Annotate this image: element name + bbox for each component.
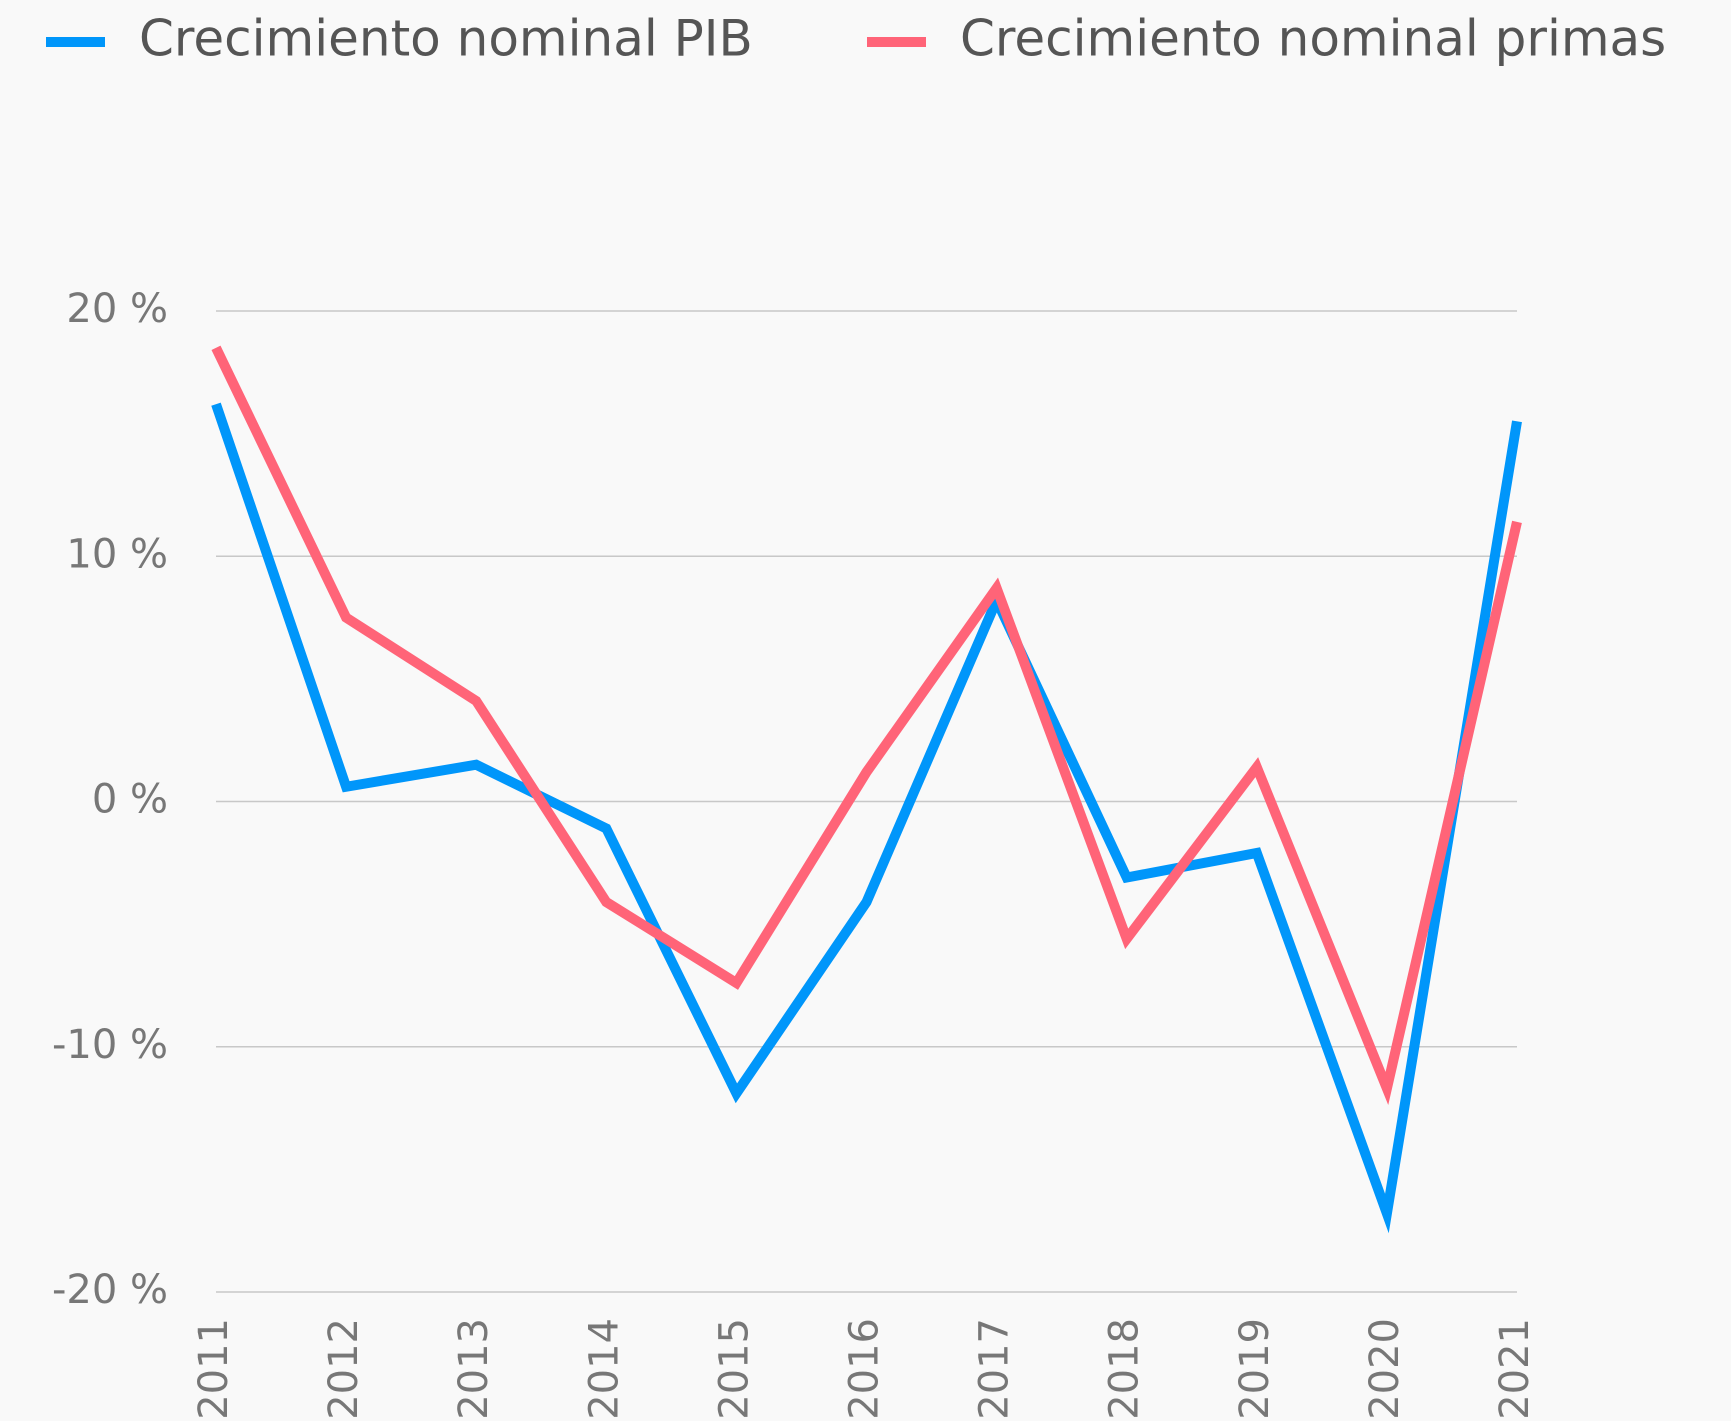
x-tick-label: 2014 <box>581 1318 627 1420</box>
x-tick-label: 2017 <box>972 1318 1018 1420</box>
x-tick-label: 2015 <box>711 1318 757 1420</box>
legend-label: Crecimiento nominal primas <box>960 10 1666 68</box>
legend-label: Crecimiento nominal PIB <box>139 10 753 68</box>
line-series <box>211 345 1522 1106</box>
x-tick-label: 2012 <box>321 1318 367 1420</box>
y-tick-label: 10 % <box>66 531 168 577</box>
x-tick-label: 2016 <box>842 1318 888 1420</box>
x-tick-label: 2021 <box>1492 1318 1538 1420</box>
x-tick-label: 2011 <box>191 1318 237 1420</box>
y-tick-label: 0 % <box>92 777 168 823</box>
y-tick-label: -20 % <box>52 1267 168 1313</box>
line-series <box>211 402 1522 1234</box>
x-tick-label: 2019 <box>1232 1318 1278 1420</box>
x-tick-label: 2013 <box>451 1318 497 1420</box>
x-tick-label: 2020 <box>1362 1318 1408 1420</box>
y-tick-label: 20 % <box>66 286 168 332</box>
y-tick-label: -10 % <box>52 1022 168 1068</box>
x-tick-label: 2018 <box>1102 1318 1148 1420</box>
